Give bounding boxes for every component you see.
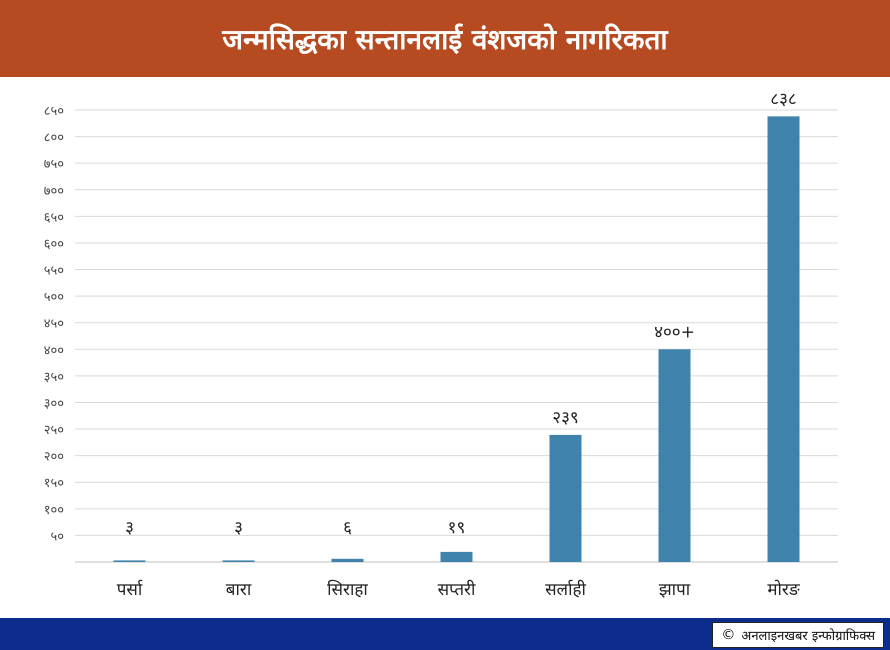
- bar: [113, 560, 146, 562]
- category-label: बारा: [226, 580, 252, 600]
- credit-badge: © अनलाइनखबर इन्फोग्राफिक्स: [712, 622, 884, 648]
- y-tick-label: १००: [44, 503, 64, 518]
- copyright-icon: ©: [721, 627, 736, 643]
- bar: [440, 551, 473, 562]
- data-label: ३: [234, 518, 243, 538]
- y-tick-label: ७००: [44, 184, 64, 199]
- chart-area: ५० १०० १५० २०० २५० ३०० ३५० ४०० ४५० ५०० ५५० ६०० ६५० ७०…: [0, 77, 890, 618]
- y-tick-label: ५०: [50, 529, 64, 544]
- y-tick-label: ३००: [44, 396, 64, 411]
- y-tick-label: १५०: [44, 476, 64, 491]
- y-tick-label: ८००: [44, 131, 64, 146]
- data-label: ४००+: [654, 322, 695, 342]
- y-tick-label: ६५०: [44, 210, 64, 225]
- data-label: २३९: [552, 408, 579, 428]
- y-tick-label: ५००: [44, 290, 64, 305]
- header-bar: जन्मसिद्धका सन्तानलाई वंशजको नागरिकता: [0, 0, 890, 77]
- credit-text: अनलाइनखबर इन्फोग्राफिक्स: [741, 629, 875, 644]
- y-tick-label: ४५०: [44, 317, 64, 332]
- y-tick-label: ८५०: [44, 104, 64, 119]
- data-label: १९: [448, 518, 466, 538]
- bar: [658, 349, 691, 562]
- bar-chart: ५० १०० १५० २०० २५० ३०० ३५० ४०० ४५० ५०० ५५० ६०० ६५० ७०…: [44, 89, 838, 600]
- y-tick-label: २५०: [44, 423, 64, 438]
- category-label: मोरङ: [767, 579, 801, 600]
- y-tick-label: ३५०: [44, 370, 64, 385]
- category-label: सर्लाही: [545, 579, 586, 600]
- y-tick-label: ५५०: [44, 264, 64, 279]
- y-tick-label: ४००: [44, 343, 64, 358]
- y-tick-label: २००: [44, 450, 64, 465]
- data-label: ८३८: [770, 89, 797, 109]
- y-tick-label: ७५०: [44, 157, 64, 172]
- category-label: झापा: [659, 580, 691, 600]
- chart-title: जन्मसिद्धका सन्तानलाई वंशजको नागरिकता: [222, 22, 668, 56]
- category-label: सप्तरी: [438, 579, 476, 600]
- category-label: सिराहा: [327, 579, 368, 600]
- data-label: ३: [125, 518, 134, 538]
- bar: [549, 434, 582, 562]
- footer-bar: © अनलाइनखबर इन्फोग्राफिक्स: [0, 618, 890, 650]
- data-label: ६: [343, 518, 352, 538]
- bar: [331, 558, 364, 562]
- bar: [222, 560, 255, 562]
- bar: [767, 116, 800, 563]
- category-label: पर्सा: [117, 579, 144, 600]
- y-tick-label: ६००: [44, 237, 64, 252]
